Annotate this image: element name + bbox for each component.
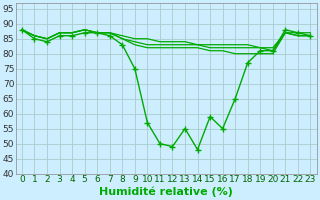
X-axis label: Humidité relative (%): Humidité relative (%)	[99, 187, 233, 197]
